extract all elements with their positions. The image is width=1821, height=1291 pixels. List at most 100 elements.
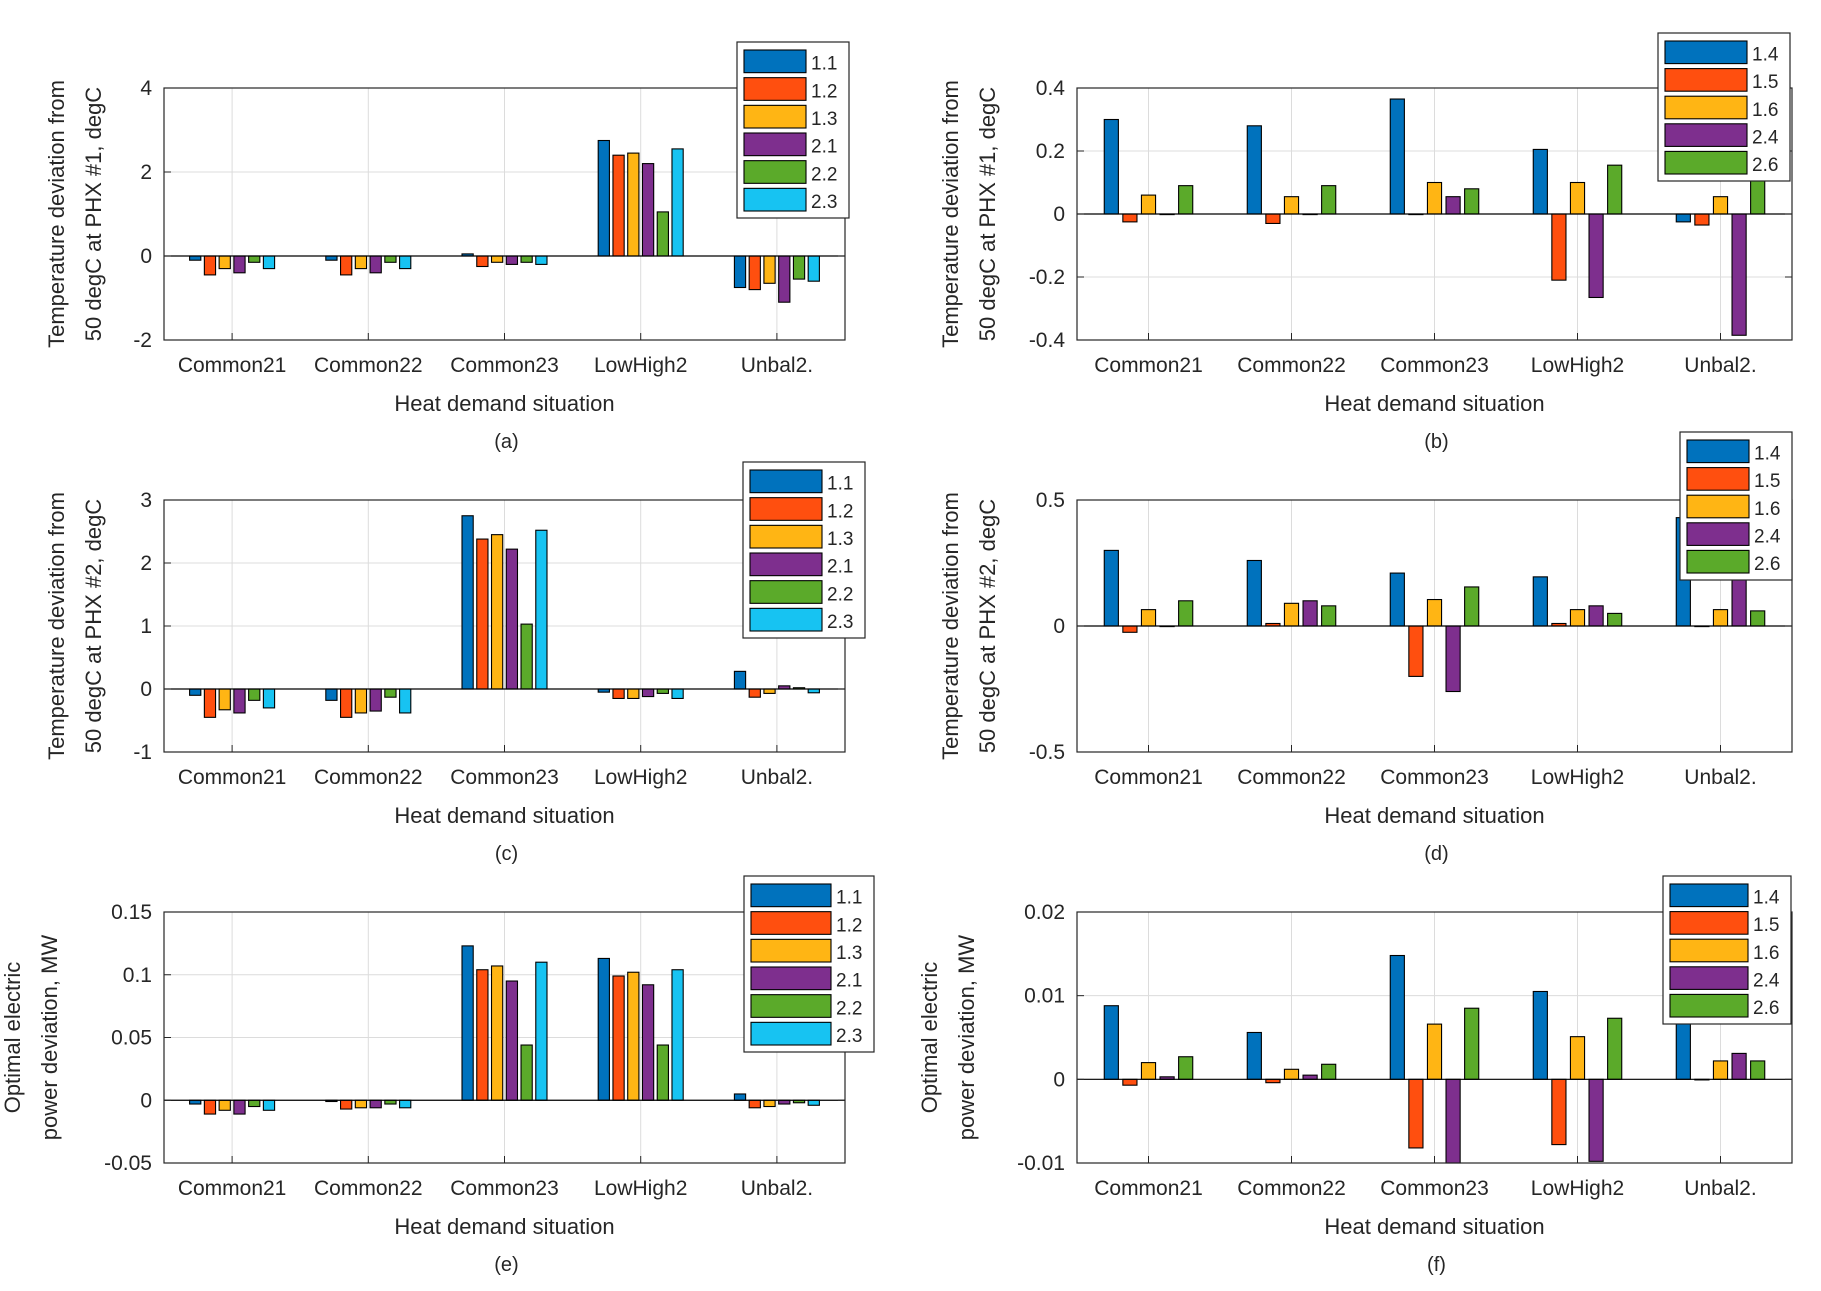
y-axis-label-line2: power deviation, MW [37, 935, 62, 1141]
y-axis-label-line1: Temperature deviation from [938, 492, 963, 760]
bar-2.4-Unbal2. [1731, 1052, 1747, 1080]
y-tick-label: 0.5 [1036, 489, 1065, 512]
bar-2.2-Common21 [248, 255, 261, 263]
y-tick-label: 0 [1053, 203, 1065, 226]
bar-1.3-Common23 [490, 534, 504, 690]
x-tick-label: Common21 [178, 354, 287, 377]
bar-1.6-Common22 [1283, 602, 1300, 627]
legend-label: 2.4 [1754, 526, 1781, 547]
panel-c: -1 0 1 2 3 Common21 Common22 Common23 LowHigh2 Un… [44, 461, 866, 865]
x-tick-label: LowHigh2 [1531, 766, 1624, 789]
x-tick-label: Unbal2. [741, 766, 813, 789]
y-axis-label-line2: 50 degC at PHX #2, degC [81, 499, 106, 753]
bar-2.6-LowHigh2 [1607, 612, 1623, 627]
bars [1103, 954, 1766, 1164]
legend-label: 1.2 [836, 915, 862, 936]
legend-swatch-2.6 [1669, 993, 1749, 1018]
y-tick-label: -0.05 [104, 1152, 152, 1175]
bar-1.2-LowHigh2 [612, 975, 625, 1101]
y-tick-label: 0 [1053, 1068, 1065, 1091]
y-tick-label: 0 [140, 678, 152, 701]
bar-1.3-Common22 [354, 255, 368, 270]
bar-2.3-Common23 [535, 529, 548, 690]
legend: 1.4 1.5 1.6 2.4 2.6 [1662, 875, 1792, 1025]
y-tick-label: 0.05 [111, 1027, 152, 1050]
bar-2.6-Common21 [1178, 1056, 1194, 1080]
legend-label: 1.3 [811, 109, 837, 130]
legend-swatch-2.4 [1669, 966, 1749, 990]
legend-swatch-2.4 [1686, 522, 1750, 546]
x-axis-label: Heat demand situation [394, 391, 614, 416]
bar-2.3-Common21 [262, 255, 276, 270]
bar-2.6-Unbal2. [1750, 610, 1766, 627]
panel-caption: (e) [494, 1254, 518, 1276]
legend-label: 1.6 [1754, 499, 1780, 520]
bar-2.3-Common22 [399, 1099, 412, 1109]
bar-1.3-Unbal2. [763, 1099, 776, 1108]
legend-label: 2.6 [1754, 554, 1780, 575]
bar-2.6-Common21 [1178, 185, 1194, 215]
bar-1.4-Common21 [1103, 549, 1119, 627]
panel-d: -0.5 0 0.5 Common21 Common22 Common23 LowHigh2… [938, 431, 1793, 865]
legend-swatch-2.1 [750, 966, 832, 991]
bar-1.1-Common22 [325, 255, 338, 261]
bar-1.6-Common22 [1283, 196, 1300, 215]
bar-2.3-Common21 [262, 688, 276, 709]
bar-1.3-Common21 [218, 1099, 231, 1111]
legend-swatch-1.4 [1686, 439, 1750, 464]
y-axis-label-line1: Temperature deviation from [938, 80, 963, 348]
x-tick-label: Common23 [1380, 354, 1489, 377]
legend-swatch-1.1 [743, 49, 807, 74]
legend-label: 2.2 [836, 998, 862, 1019]
y-tick-label: 0 [1053, 615, 1065, 638]
y-axis-label-line2: 50 degC at PHX #1, degC [81, 87, 106, 341]
bars [189, 515, 820, 718]
x-tick-label: Common21 [1094, 766, 1203, 789]
bar-1.4-Common23 [1389, 572, 1405, 627]
legend-swatch-2.1 [743, 132, 807, 157]
bar-1.4-LowHigh2 [1532, 576, 1548, 627]
bar-1.4-Unbal2. [1675, 213, 1691, 223]
y-axis-label-line1: Optimal electric [917, 962, 942, 1114]
bar-1.6-Common21 [1140, 1062, 1157, 1080]
legend-label: 1.5 [1754, 471, 1780, 492]
bar-1.4-Common22 [1246, 1031, 1262, 1080]
y-tick-label: -0.2 [1029, 266, 1065, 289]
y-tick-label: 0.15 [111, 901, 152, 924]
bar-1.2-Unbal2. [748, 255, 761, 291]
bar-1.2-Common21 [203, 255, 217, 276]
x-tick-label: Unbal2. [1684, 354, 1756, 377]
bar-2.4-Unbal2. [1731, 575, 1747, 627]
bar-1.2-Common21 [203, 1099, 217, 1115]
x-tick-label: Unbal2. [741, 354, 813, 377]
bar-2.3-Common23 [535, 961, 548, 1101]
bar-2.4-LowHigh2 [1588, 213, 1604, 299]
bar-1.4-LowHigh2 [1532, 990, 1548, 1080]
legend-label: 1.6 [1752, 100, 1778, 121]
legend: 1.4 1.5 1.6 2.4 2.6 [1679, 431, 1793, 581]
legend-label: 2.6 [1752, 155, 1778, 176]
bar-1.1-LowHigh2 [597, 139, 610, 257]
legend-label: 2.6 [1753, 998, 1779, 1019]
bar-1.3-Unbal2. [763, 688, 776, 694]
legend-label: 1.2 [811, 81, 837, 102]
x-tick-label: Common22 [314, 354, 423, 377]
legend-swatch-1.6 [1664, 95, 1748, 120]
bar-1.5-Common21 [1122, 625, 1138, 633]
panel-e: -0.05 0 0.05 0.1 0.15 Common21 Common22 Common2… [0, 875, 875, 1276]
bar-1.5-Common23 [1408, 1078, 1424, 1149]
bar-1.2-LowHigh2 [612, 688, 625, 699]
bar-1.4-Common21 [1103, 1005, 1119, 1080]
legend-label: 2.1 [827, 557, 853, 578]
y-tick-label: -2 [133, 329, 152, 352]
x-tick-label: Common23 [1380, 1177, 1489, 1200]
bar-2.3-LowHigh2 [671, 688, 684, 699]
legend-swatch-1.4 [1664, 40, 1748, 65]
bar-1.5-Common21 [1122, 1078, 1138, 1086]
bar-2.1-Common21 [233, 688, 246, 714]
x-tick-label: LowHigh2 [594, 354, 687, 377]
x-tick-label: LowHigh2 [1531, 1177, 1624, 1200]
bar-1.2-Common22 [340, 1099, 353, 1110]
legend-swatch-1.5 [1664, 68, 1748, 92]
y-tick-label: 4 [140, 77, 152, 100]
